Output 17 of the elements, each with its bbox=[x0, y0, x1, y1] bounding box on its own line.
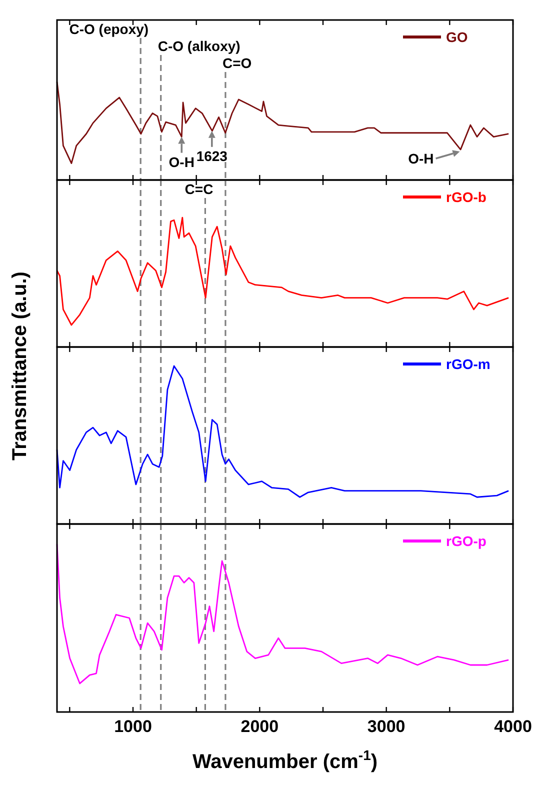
x-axis-title: Wavenumber (cm$^{-1}$) bbox=[192, 747, 378, 773]
x-tick-label: 1000 bbox=[114, 717, 152, 736]
x-tick-label: 4000 bbox=[494, 717, 532, 736]
legend-label: rGO-m bbox=[446, 356, 490, 372]
x-tick-label: 3000 bbox=[367, 717, 406, 736]
text: GO bbox=[446, 29, 468, 45]
annotation: O-H bbox=[408, 150, 434, 167]
y-axis-title: Transmittance (a.u.) bbox=[9, 272, 31, 460]
x-tick-label: 2000 bbox=[240, 717, 279, 736]
ref-line-label: C-O (epoxy) bbox=[69, 21, 149, 37]
legend-label: rGO-p bbox=[446, 533, 486, 549]
annotation: O-H bbox=[168, 154, 194, 170]
annotation: 1623 bbox=[196, 148, 228, 164]
ref-line-label: C=C bbox=[184, 181, 214, 197]
ref-line-label: C-O (alkoxy) bbox=[158, 38, 240, 54]
text: rGO-b bbox=[446, 189, 486, 205]
ref-line-label: C=O bbox=[222, 55, 252, 71]
